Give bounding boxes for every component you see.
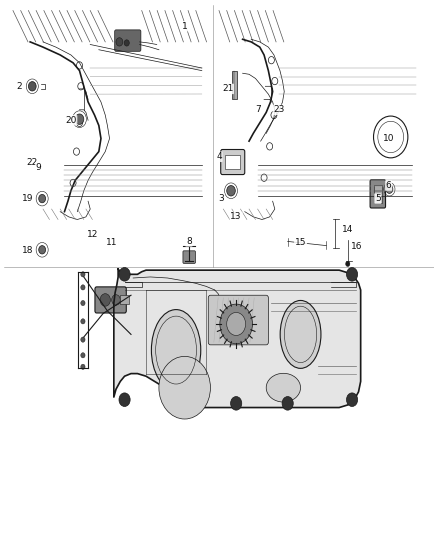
Circle shape bbox=[100, 294, 110, 306]
Text: 11: 11 bbox=[106, 238, 117, 247]
Circle shape bbox=[119, 268, 130, 281]
Polygon shape bbox=[114, 269, 360, 408]
Circle shape bbox=[227, 312, 246, 335]
Bar bbox=[374, 185, 382, 203]
Text: 7: 7 bbox=[255, 106, 261, 114]
Text: 13: 13 bbox=[230, 212, 242, 221]
Text: 6: 6 bbox=[386, 181, 392, 190]
Circle shape bbox=[346, 268, 358, 281]
FancyBboxPatch shape bbox=[183, 251, 195, 263]
Circle shape bbox=[81, 364, 85, 369]
Circle shape bbox=[28, 82, 36, 91]
Text: 5: 5 bbox=[375, 194, 381, 203]
Circle shape bbox=[124, 40, 129, 46]
Circle shape bbox=[39, 195, 46, 203]
Circle shape bbox=[220, 304, 252, 344]
Text: 2: 2 bbox=[17, 82, 22, 91]
Bar bbox=[120, 295, 129, 304]
Text: 21: 21 bbox=[222, 84, 233, 93]
Circle shape bbox=[282, 397, 293, 410]
FancyBboxPatch shape bbox=[95, 287, 126, 313]
Text: 1: 1 bbox=[182, 22, 187, 31]
Text: 15: 15 bbox=[295, 238, 306, 247]
Circle shape bbox=[230, 397, 242, 410]
Circle shape bbox=[81, 353, 85, 358]
Text: 14: 14 bbox=[342, 225, 353, 235]
Text: 20: 20 bbox=[65, 116, 77, 125]
Bar bbox=[226, 155, 240, 169]
Text: 9: 9 bbox=[36, 163, 42, 172]
Ellipse shape bbox=[266, 373, 300, 402]
Circle shape bbox=[346, 261, 350, 266]
Text: 8: 8 bbox=[186, 237, 192, 246]
Text: 4: 4 bbox=[216, 152, 222, 161]
Circle shape bbox=[81, 319, 85, 324]
Circle shape bbox=[386, 185, 393, 193]
FancyBboxPatch shape bbox=[115, 30, 141, 51]
Circle shape bbox=[81, 301, 85, 306]
Ellipse shape bbox=[280, 301, 321, 368]
Circle shape bbox=[81, 272, 85, 277]
Circle shape bbox=[112, 295, 120, 305]
Circle shape bbox=[81, 337, 85, 342]
Circle shape bbox=[75, 114, 84, 124]
Bar bbox=[232, 71, 237, 99]
Text: 22: 22 bbox=[27, 158, 38, 166]
Text: 23: 23 bbox=[273, 106, 285, 114]
FancyBboxPatch shape bbox=[221, 149, 245, 175]
Circle shape bbox=[346, 393, 358, 407]
Circle shape bbox=[81, 285, 85, 290]
FancyBboxPatch shape bbox=[208, 295, 268, 345]
Text: 19: 19 bbox=[22, 194, 34, 203]
Circle shape bbox=[116, 38, 123, 46]
Circle shape bbox=[119, 393, 130, 407]
Text: 12: 12 bbox=[87, 230, 98, 239]
Circle shape bbox=[39, 246, 46, 254]
Text: 10: 10 bbox=[383, 134, 394, 143]
Circle shape bbox=[159, 357, 210, 419]
Ellipse shape bbox=[152, 310, 201, 391]
FancyBboxPatch shape bbox=[370, 180, 385, 208]
Text: 16: 16 bbox=[350, 242, 362, 251]
Text: 18: 18 bbox=[22, 246, 34, 255]
Text: 3: 3 bbox=[218, 194, 224, 203]
Circle shape bbox=[227, 185, 235, 196]
